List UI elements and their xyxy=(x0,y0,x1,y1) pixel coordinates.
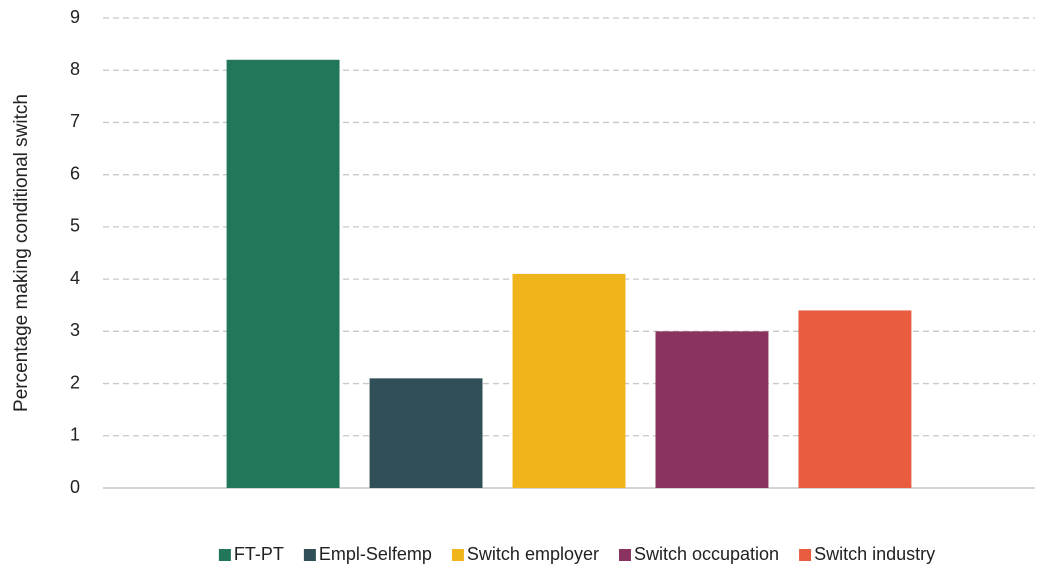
y-tick-label: 7 xyxy=(70,111,80,131)
bar xyxy=(369,378,483,488)
bar xyxy=(655,331,769,488)
y-tick-label: 3 xyxy=(70,320,80,340)
bar xyxy=(512,273,626,488)
y-tick-label: 8 xyxy=(70,59,80,79)
y-tick-label: 1 xyxy=(70,425,80,445)
legend-label: Switch industry xyxy=(814,544,935,564)
legend-label: Empl-Selfemp xyxy=(319,544,432,564)
legend-swatch xyxy=(303,549,316,561)
legend-swatch xyxy=(218,549,231,561)
y-tick-label: 5 xyxy=(70,216,80,236)
y-tick-label: 4 xyxy=(70,268,80,288)
legend-label: Switch employer xyxy=(467,544,599,564)
legend-swatch xyxy=(799,549,812,561)
y-tick-label: 6 xyxy=(70,163,80,183)
bar xyxy=(226,59,340,489)
y-tick-label: 0 xyxy=(70,477,80,497)
y-tick-label: 2 xyxy=(70,372,80,392)
bar xyxy=(798,310,912,488)
legend-swatch xyxy=(451,549,464,561)
y-tick-label: 9 xyxy=(70,7,80,27)
legend-label: Switch occupation xyxy=(634,544,779,564)
y-axis-title: Percentage making conditional switch xyxy=(11,94,32,412)
legend-label: FT-PT xyxy=(234,544,284,564)
legend-swatch xyxy=(618,549,631,561)
